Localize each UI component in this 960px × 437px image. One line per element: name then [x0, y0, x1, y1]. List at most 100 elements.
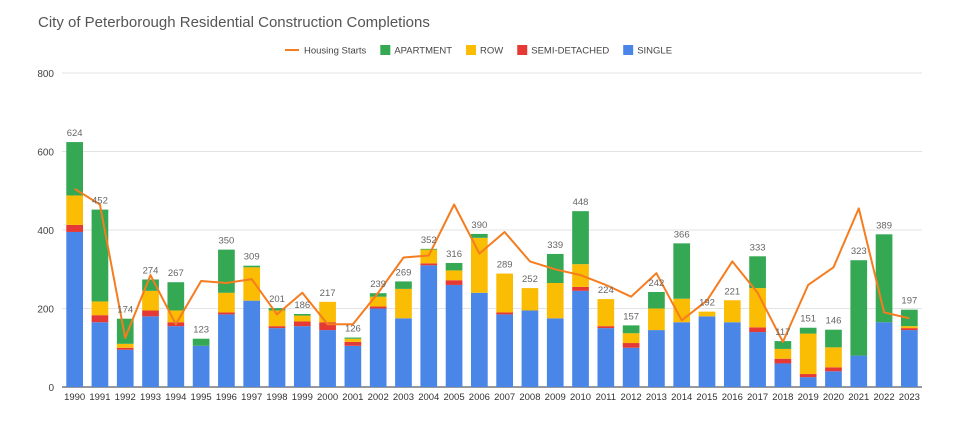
x-tick-label: 2002 — [368, 392, 389, 403]
x-tick-label: 1993 — [140, 392, 161, 403]
bar-segment-row — [622, 333, 640, 344]
bar-segment-row — [218, 292, 235, 313]
bar-segment-apartment — [673, 243, 691, 299]
total-label: 192 — [699, 298, 715, 309]
bar-segment-row — [243, 267, 261, 301]
total-label: 201 — [269, 294, 285, 305]
bar-segment-row — [546, 282, 564, 319]
bar-segment-apartment — [445, 262, 463, 271]
total-label: 448 — [573, 197, 589, 208]
bar-segment-apartment — [395, 281, 412, 289]
bar-segment-single — [572, 290, 589, 387]
bar-segment-semi-detached — [799, 374, 817, 378]
bar-segment-single — [268, 328, 286, 387]
legend: Housing Starts APARTMENT ROW SEMI-DETACHED S… — [285, 45, 672, 57]
bar-segment-apartment — [875, 234, 893, 323]
chart-title: City of Peterborough Residential Constru… — [38, 14, 430, 31]
bar-segment-semi-detached — [142, 310, 159, 317]
bar-segment-row — [749, 288, 766, 328]
y-tick-label: 800 — [37, 69, 54, 80]
x-tick-label: 2007 — [494, 392, 515, 403]
bar-segment-single — [622, 347, 640, 387]
bar-segment-semi-detached — [66, 224, 83, 232]
bar-segment-apartment — [749, 256, 766, 289]
total-label: 389 — [876, 220, 892, 231]
bar-segment-apartment — [142, 279, 159, 291]
bar-segment-apartment — [471, 233, 488, 238]
bar-segment-semi-detached — [901, 328, 918, 331]
bar-segment-single — [142, 316, 159, 387]
total-label: 323 — [851, 246, 867, 257]
bar-segment-row — [268, 310, 286, 327]
bar-segment-semi-detached — [420, 263, 438, 266]
housing-starts-line — [74, 187, 910, 343]
bar-segment-single — [749, 332, 766, 387]
bar-segment-row — [369, 296, 387, 307]
bar-segment-apartment — [825, 329, 842, 348]
bar-segment-row — [344, 338, 362, 342]
bar-segment-row — [91, 301, 109, 316]
bar-segment-row — [167, 310, 185, 323]
bar-segment-row — [723, 300, 741, 323]
bar-segment-single — [218, 314, 235, 387]
bar-segment-single — [192, 345, 210, 387]
x-tick-label: 2005 — [443, 392, 464, 403]
total-label: 174 — [117, 305, 133, 316]
x-tick-label: 2000 — [317, 392, 338, 403]
total-label: 452 — [92, 196, 108, 207]
total-label: 186 — [294, 300, 310, 311]
total-label: 316 — [446, 249, 462, 260]
x-tick-label: 2013 — [646, 392, 667, 403]
total-label: 624 — [67, 128, 83, 139]
x-tick-label: 1990 — [64, 392, 85, 403]
bar-segment-single — [774, 363, 792, 387]
bar-segment-single — [673, 322, 691, 387]
total-label: 123 — [193, 325, 209, 336]
y-tick-label: 400 — [37, 226, 54, 237]
bar-segment-apartment — [66, 142, 83, 196]
x-tick-label: 1994 — [165, 392, 186, 403]
x-tick-label: 2017 — [747, 392, 768, 403]
total-label: 352 — [421, 235, 437, 246]
x-tick-label: 1998 — [266, 392, 287, 403]
legend-box-swatch — [380, 45, 391, 55]
bar-segment-single — [167, 326, 185, 387]
total-labels: 624 452 174 274 267 123 350 309 201 186 217 126 239 2… — [67, 128, 918, 338]
bar-segment-single — [723, 322, 741, 387]
total-label: 242 — [648, 278, 664, 289]
bar-segment-apartment — [192, 338, 210, 346]
bar-segment-semi-detached — [749, 327, 766, 333]
x-tick-label: 2015 — [696, 392, 717, 403]
bar-segment-semi-detached — [825, 367, 842, 372]
total-label: 274 — [143, 265, 159, 276]
total-label: 366 — [674, 229, 690, 240]
bar-segment-single — [471, 292, 488, 387]
bar-segment-apartment — [572, 211, 589, 265]
bar-segment-row — [319, 301, 336, 323]
bar-segment-semi-detached — [116, 347, 134, 350]
bar-segment-apartment — [369, 293, 387, 297]
bar-segment-semi-detached — [344, 341, 362, 346]
bar-segment-semi-detached — [268, 326, 286, 329]
bar-segment-row — [825, 347, 842, 368]
bar-segment-row — [116, 343, 134, 348]
bar-segment-semi-detached — [369, 306, 387, 309]
y-axis-ticks: 0 200 400 600 800 — [37, 69, 54, 394]
total-label: 252 — [522, 274, 538, 285]
total-label: 221 — [724, 286, 740, 297]
bar-segment-row — [774, 348, 792, 359]
total-label: 217 — [320, 288, 336, 299]
gridlines — [62, 72, 922, 388]
bar-segment-single — [395, 318, 412, 387]
legend-box-swatch — [517, 45, 528, 55]
bar-segment-single — [648, 330, 665, 387]
bar-segment-apartment — [850, 260, 868, 356]
legend-box-swatch — [466, 45, 477, 55]
x-tick-label: 2001 — [342, 392, 363, 403]
bar-segment-apartment — [293, 313, 311, 316]
x-tick-label: 2014 — [671, 392, 692, 403]
total-label: 309 — [244, 252, 260, 263]
bar-segment-apartment — [218, 249, 235, 293]
bar-segment-single — [116, 349, 134, 387]
legend-label: ROW — [480, 46, 503, 57]
